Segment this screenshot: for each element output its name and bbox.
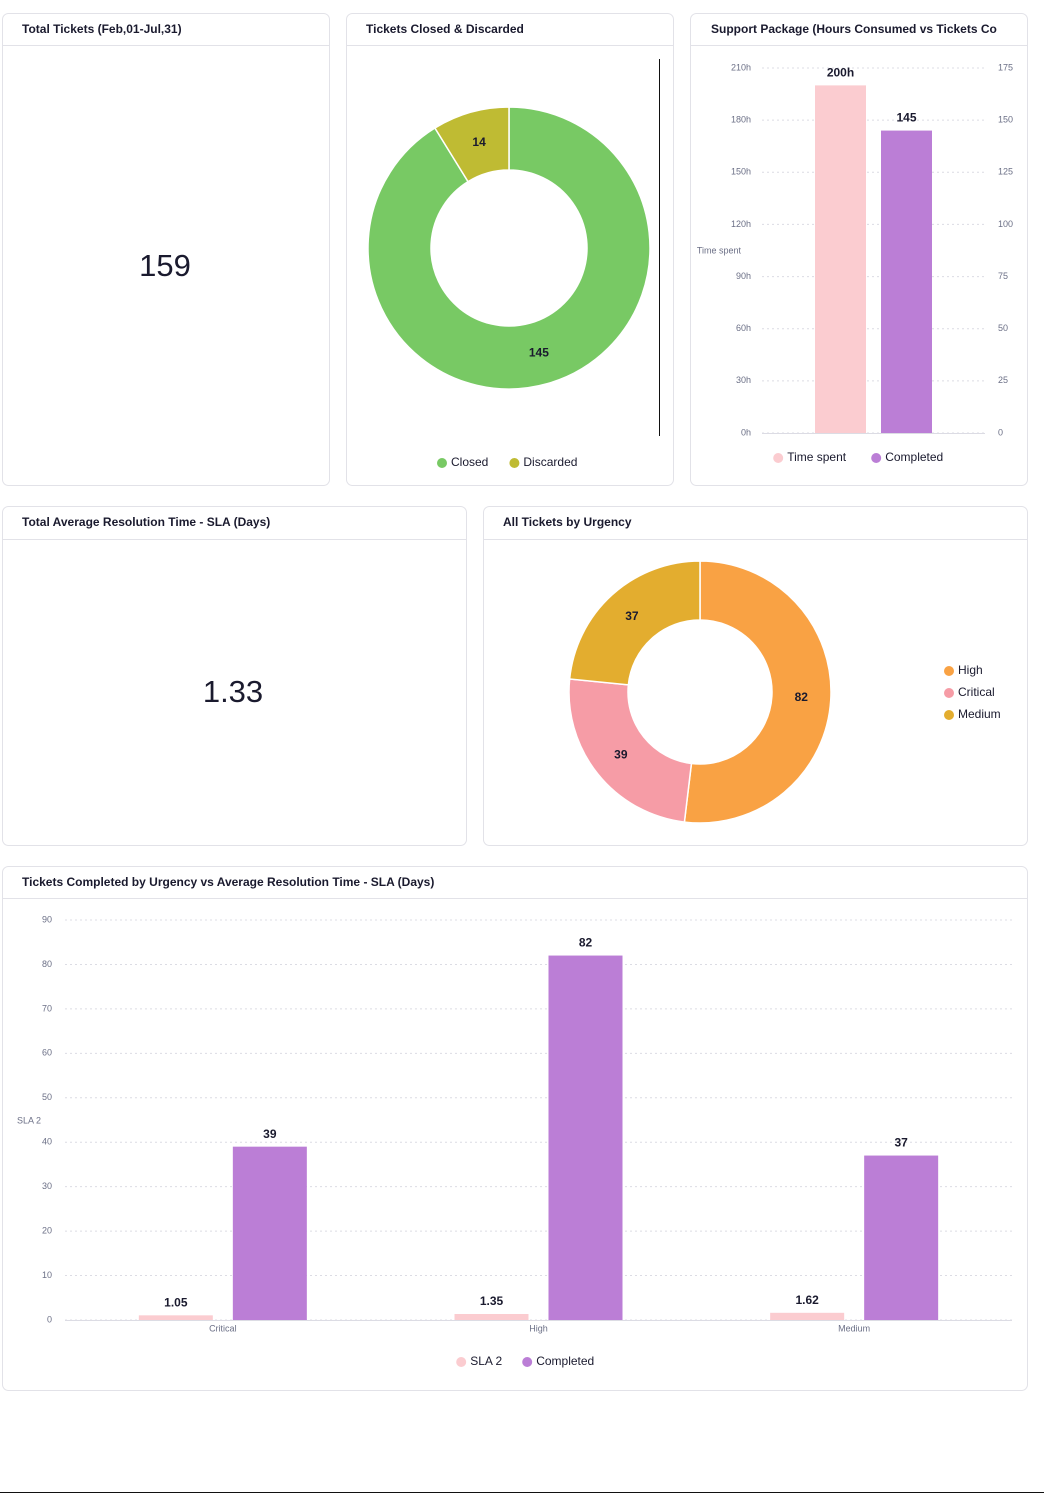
legend-swatch bbox=[944, 688, 954, 698]
y-tick-label: 150h bbox=[731, 167, 751, 177]
bar bbox=[232, 1146, 307, 1320]
x-tick-label: High bbox=[529, 1323, 548, 1333]
donut-slice bbox=[433, 106, 510, 183]
bar bbox=[138, 1315, 213, 1320]
kpi-value: 1.33 bbox=[203, 674, 263, 709]
y-tick-label: 120h bbox=[731, 219, 751, 229]
data-label: 1.05 bbox=[164, 1296, 188, 1310]
y-axis-label: SLA 2 bbox=[17, 1115, 41, 1125]
legend-swatch bbox=[944, 710, 954, 720]
legend-label: Completed bbox=[536, 1354, 594, 1368]
card-title: Tickets Closed & Discarded bbox=[366, 22, 524, 36]
legend-swatch bbox=[522, 1357, 533, 1367]
card-title: Total Average Resolution Time - SLA (Day… bbox=[22, 515, 270, 529]
data-label: 200h bbox=[827, 66, 854, 80]
y-tick-label: 0 bbox=[47, 1314, 52, 1324]
y-tick-label: 70 bbox=[42, 1003, 52, 1013]
donut-slice bbox=[568, 560, 701, 686]
y2-tick-label: 175 bbox=[998, 62, 1013, 72]
y-tick-label: 20 bbox=[42, 1225, 52, 1235]
y-tick-label: 60h bbox=[736, 323, 751, 333]
y2-tick-label: 100 bbox=[998, 219, 1013, 229]
card-title: Support Package (Hours Consumed vs Ticke… bbox=[711, 22, 997, 36]
y-tick-label: 0h bbox=[741, 427, 751, 437]
card bbox=[2, 13, 330, 486]
y-tick-label: 30 bbox=[42, 1181, 52, 1191]
legend-label: Medium bbox=[958, 707, 1001, 721]
y2-tick-label: 25 bbox=[998, 375, 1008, 385]
legend-label: Closed bbox=[451, 455, 488, 469]
donut-slice bbox=[568, 678, 693, 823]
data-label: 1.35 bbox=[480, 1294, 504, 1308]
legend-label: Time spent bbox=[787, 450, 847, 464]
donut-slice bbox=[367, 106, 651, 390]
y-tick-label: 30h bbox=[736, 375, 751, 385]
y2-tick-label: 50 bbox=[998, 323, 1008, 333]
bar bbox=[864, 1155, 939, 1320]
y-tick-label: 180h bbox=[731, 115, 751, 125]
y-tick-label: 210h bbox=[731, 62, 751, 72]
legend-label: SLA 2 bbox=[470, 1354, 502, 1368]
legend-swatch bbox=[871, 453, 882, 463]
legend-label: Discarded bbox=[523, 455, 577, 469]
y2-tick-label: 0 bbox=[998, 427, 1003, 437]
bar bbox=[548, 955, 623, 1320]
x-tick-label: Critical bbox=[209, 1323, 237, 1333]
data-label: 37 bbox=[625, 609, 639, 623]
y-axis-label: Time spent bbox=[697, 245, 742, 255]
donut-slice bbox=[683, 560, 832, 824]
data-label: 145 bbox=[896, 111, 916, 125]
kpi-value: 159 bbox=[139, 248, 191, 283]
legend-swatch bbox=[456, 1357, 467, 1367]
y-tick-label: 10 bbox=[42, 1270, 52, 1280]
y-tick-label: 40 bbox=[42, 1137, 52, 1147]
data-label: 37 bbox=[894, 1136, 908, 1150]
data-label: 1.62 bbox=[795, 1293, 819, 1307]
bar bbox=[454, 1314, 529, 1320]
legend-swatch bbox=[773, 453, 784, 463]
card-title: Total Tickets (Feb,01-Jul,31) bbox=[22, 22, 182, 36]
card-title: All Tickets by Urgency bbox=[503, 515, 632, 529]
legend-swatch bbox=[437, 458, 447, 468]
y2-tick-label: 150 bbox=[998, 115, 1013, 125]
y2-tick-label: 125 bbox=[998, 167, 1013, 177]
bar bbox=[815, 85, 866, 433]
card bbox=[2, 506, 467, 846]
y-tick-label: 90 bbox=[42, 914, 52, 924]
legend-swatch bbox=[944, 666, 954, 676]
bar bbox=[770, 1312, 845, 1320]
legend-label: High bbox=[958, 663, 983, 677]
card-title: Tickets Completed by Urgency vs Average … bbox=[22, 875, 434, 889]
y-tick-label: 50 bbox=[42, 1092, 52, 1102]
y-tick-label: 90h bbox=[736, 271, 751, 281]
legend-label: Critical bbox=[958, 685, 995, 699]
y2-tick-label: 75 bbox=[998, 271, 1008, 281]
data-label: 39 bbox=[614, 748, 628, 762]
x-tick-label: Medium bbox=[838, 1323, 870, 1333]
data-label: 14 bbox=[472, 135, 486, 149]
data-label: 145 bbox=[529, 346, 549, 360]
data-label: 82 bbox=[579, 936, 593, 950]
data-label: 39 bbox=[263, 1127, 277, 1141]
y-tick-label: 80 bbox=[42, 959, 52, 969]
legend-label: Completed bbox=[885, 450, 943, 464]
y-tick-label: 60 bbox=[42, 1048, 52, 1058]
legend-swatch bbox=[509, 458, 520, 468]
data-label: 82 bbox=[795, 690, 809, 704]
bar bbox=[881, 130, 932, 434]
